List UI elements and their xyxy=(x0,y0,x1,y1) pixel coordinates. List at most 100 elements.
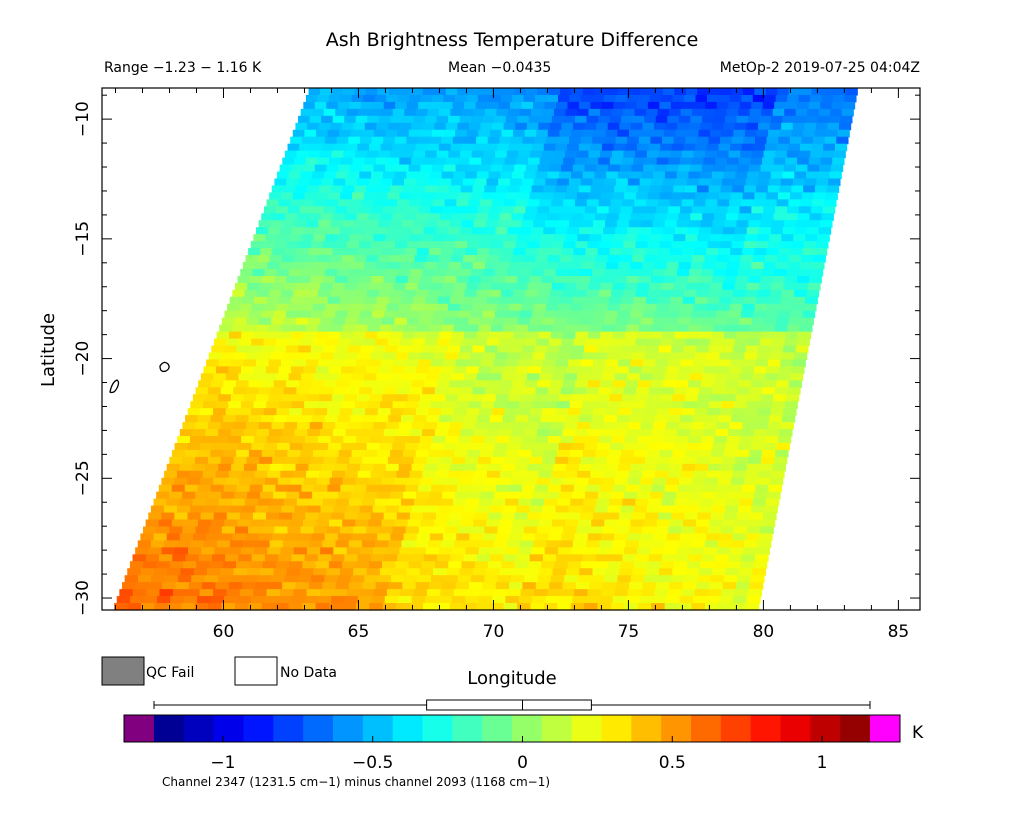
heatmap-cell xyxy=(409,387,423,395)
heatmap-cell xyxy=(317,255,331,263)
heatmap-cell xyxy=(589,582,604,590)
heatmap-cell xyxy=(375,415,389,423)
heatmap-cell xyxy=(570,498,584,507)
heatmap-cell xyxy=(525,164,539,173)
heatmap-cell xyxy=(349,234,362,242)
heatmap-cell xyxy=(570,603,585,611)
heatmap-cell xyxy=(656,206,669,214)
heatmap-cell xyxy=(621,345,635,354)
heatmap-cell xyxy=(412,262,426,270)
heatmap-cell xyxy=(811,143,824,152)
heatmap-cell xyxy=(630,575,645,583)
heatmap-cell xyxy=(411,505,426,514)
heatmap-cell xyxy=(216,505,230,514)
heatmap-cell xyxy=(503,366,517,374)
heatmap-cell xyxy=(248,449,263,458)
heatmap-cell xyxy=(655,115,668,124)
heatmap-cell xyxy=(279,436,293,444)
heatmap-cell xyxy=(426,415,440,423)
heatmap-cell xyxy=(327,129,340,138)
heatmap-cell xyxy=(510,136,524,145)
heatmap-cell xyxy=(549,122,563,131)
colorbar-tick-label: 1 xyxy=(817,753,828,773)
heatmap-cell xyxy=(518,498,532,507)
heatmap-cell xyxy=(468,491,482,500)
heatmap-cell xyxy=(691,422,705,430)
heatmap-cell xyxy=(465,456,479,465)
heatmap-cell xyxy=(424,505,439,514)
heatmap-cell xyxy=(706,596,721,604)
heatmap-cell xyxy=(834,143,848,152)
heatmap-cell xyxy=(244,289,258,298)
heatmap-cell xyxy=(829,171,842,180)
heatmap-cell xyxy=(221,317,235,326)
heatmap-cell xyxy=(557,352,571,361)
heatmap-cell xyxy=(425,220,439,228)
heatmap-cell xyxy=(464,101,477,110)
heatmap-cell xyxy=(234,526,249,535)
heatmap-cell xyxy=(429,171,443,180)
heatmap-cell xyxy=(586,338,600,347)
heatmap-cell xyxy=(637,491,651,500)
heatmap-cell xyxy=(319,589,334,597)
heatmap-cell xyxy=(328,94,341,103)
heatmap-cell xyxy=(343,436,357,444)
heatmap-cell xyxy=(433,519,448,528)
heatmap-cell xyxy=(604,268,617,277)
heatmap-cell xyxy=(605,310,619,319)
heatmap-cell xyxy=(338,373,352,381)
heatmap-cell xyxy=(574,199,588,207)
heatmap-cell xyxy=(734,589,749,597)
heatmap-cell xyxy=(380,143,393,152)
heatmap-cell xyxy=(304,596,319,604)
heatmap-cell xyxy=(792,359,806,367)
heatmap-cell xyxy=(340,484,354,493)
heatmap-cell xyxy=(363,192,377,200)
heatmap-cell xyxy=(578,519,592,528)
heatmap-cell xyxy=(399,192,412,200)
heatmap-cell xyxy=(258,533,273,541)
heatmap-cell xyxy=(580,561,595,569)
heatmap-cell xyxy=(699,442,714,451)
heatmap-cell xyxy=(636,387,650,395)
heatmap-cell xyxy=(467,540,482,548)
heatmap-cell xyxy=(702,213,715,221)
heatmap-cell xyxy=(256,394,270,402)
colorbar-tick-label: 0.5 xyxy=(659,753,686,773)
heatmap-cell xyxy=(784,401,798,409)
heatmap-cell xyxy=(716,422,731,430)
heatmap-cell xyxy=(382,394,396,402)
heatmap-cell xyxy=(407,394,421,402)
heatmap-cell xyxy=(345,143,359,152)
heatmap-cell xyxy=(596,164,609,173)
heatmap-cell xyxy=(538,470,553,479)
heatmap-cell xyxy=(476,373,490,381)
heatmap-cell xyxy=(625,380,639,388)
heatmap-cell xyxy=(633,248,647,256)
heatmap-cell xyxy=(218,463,232,472)
heatmap-cell xyxy=(381,477,395,486)
heatmap-cell xyxy=(337,268,351,277)
heatmap-cell xyxy=(627,136,640,145)
heatmap-cell xyxy=(760,456,775,465)
heatmap-cell xyxy=(246,422,260,430)
heatmap-cell xyxy=(607,303,621,312)
heatmap-cell xyxy=(713,561,728,569)
heatmap-cell xyxy=(525,470,540,479)
heatmap-cell xyxy=(553,463,567,472)
heatmap-cell xyxy=(625,143,638,152)
heatmap-cell xyxy=(368,359,382,367)
heatmap-cell xyxy=(416,324,430,333)
heatmap-cell xyxy=(348,136,361,145)
heatmap-cell xyxy=(420,436,434,444)
heatmap-cell xyxy=(215,366,230,374)
heatmap-cell xyxy=(263,408,277,416)
heatmap-cell xyxy=(589,526,604,535)
heatmap-cell xyxy=(656,157,670,166)
heatmap-cell xyxy=(727,262,740,270)
heatmap-cell xyxy=(745,603,760,611)
heatmap-cell xyxy=(279,262,292,270)
heatmap-cell xyxy=(488,331,502,340)
heatmap-cell xyxy=(472,568,487,576)
heatmap-cell xyxy=(501,129,514,138)
